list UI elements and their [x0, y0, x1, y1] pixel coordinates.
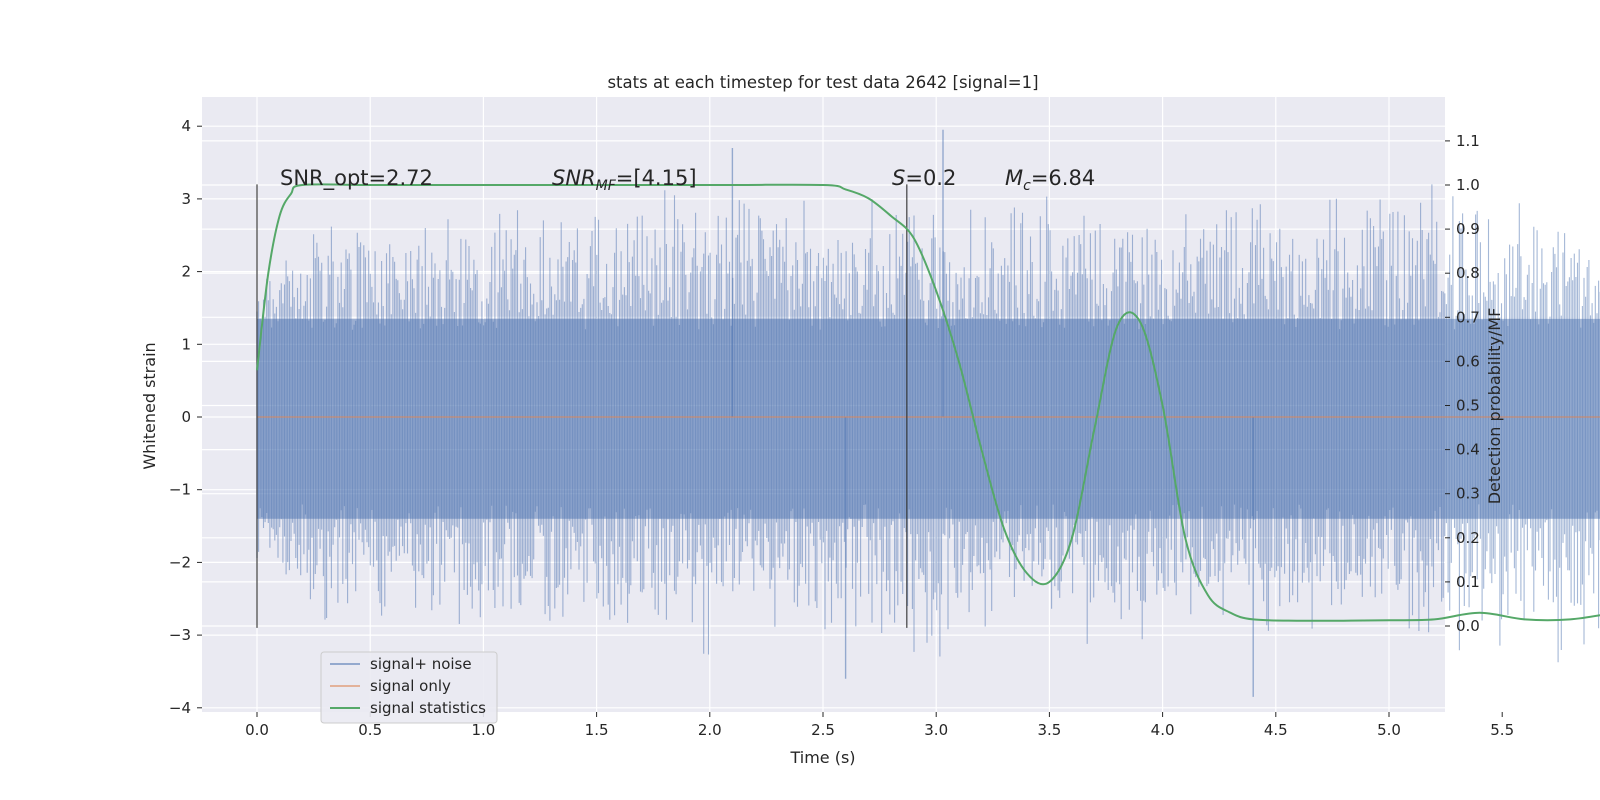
y-tick-label: 3	[181, 190, 191, 208]
annotation-s: S=0.2	[892, 166, 956, 190]
mc-subscript: c	[1023, 178, 1031, 194]
snr-mf-value: =[4.15]	[616, 166, 697, 190]
x-tick-label: 1.0	[471, 721, 495, 739]
signal-only-series	[257, 416, 1600, 418]
x-tick-label: 2.5	[811, 721, 835, 739]
y2-axis-label: Detection probability/MF	[1485, 308, 1504, 505]
x-tick-label: 5.0	[1377, 721, 1401, 739]
y-tick-label: −3	[169, 626, 191, 644]
legend: signal+ noise signal only signal statist…	[320, 651, 498, 724]
annotation-mc: Mc=6.84	[1005, 166, 1095, 194]
vertical-markers	[256, 184, 908, 628]
x-tick-label: 3.0	[924, 721, 948, 739]
legend-label-signal-statistics: signal statistics	[370, 699, 486, 717]
y2-tick-label: 0.1	[1456, 573, 1480, 591]
x-axis-ticks: 0.00.51.01.52.02.53.03.54.04.55.05.56.06…	[245, 712, 1514, 739]
y2-tick-label: 0.0	[1456, 617, 1480, 635]
y2-axis-ticks: 1.1 1.0 0.9 0.8 0.7 0.6 0.5 0.4 0.3 0.2 0.1 0.0	[1445, 132, 1480, 635]
x-axis-label: Time (s)	[789, 748, 855, 767]
mc-value: =6.84	[1031, 166, 1095, 190]
y-tick-label: 1	[181, 335, 191, 353]
x-tick-label: 0.5	[358, 721, 382, 739]
mc-label: M	[1005, 166, 1023, 190]
x-tick-label: 0.0	[245, 721, 269, 739]
y-tick-label: −2	[169, 553, 191, 571]
y2-tick-label: 0.7	[1456, 308, 1480, 326]
signal-statistics-series	[256, 183, 1600, 622]
y2-tick-label: 0.3	[1456, 485, 1480, 503]
legend-box	[320, 651, 498, 724]
annotation-snr-mf: SNRMF=[4.15]	[552, 166, 697, 194]
x-tick-label: 3.5	[1037, 721, 1061, 739]
legend-label-signal-only: signal only	[370, 677, 451, 695]
y2-tick-label: 0.8	[1456, 264, 1480, 282]
y-tick-label: −1	[169, 481, 191, 499]
s-value: =0.2	[905, 166, 956, 190]
x-tick-label: 4.5	[1264, 721, 1288, 739]
s-label: S	[892, 166, 905, 190]
y2-tick-label: 0.2	[1456, 529, 1480, 547]
snr-mf-subscript: MF	[596, 178, 617, 194]
x-tick-label: 4.0	[1151, 721, 1175, 739]
y-axis-ticks: 4 3 2 1 0 −1 −2 −3 −4	[169, 117, 202, 717]
y2-tick-label: 0.9	[1456, 220, 1480, 238]
y2-tick-label: 1.0	[1456, 176, 1480, 194]
y-tick-label: −4	[169, 699, 191, 717]
signal-noise-series	[256, 129, 1600, 697]
x-tick-label: 2.0	[698, 721, 722, 739]
annotation-snr-opt: SNR_opt=2.72	[280, 166, 433, 191]
y2-tick-label: 0.4	[1456, 441, 1480, 459]
y2-tick-label: 0.5	[1456, 397, 1480, 415]
y-tick-label: 0	[181, 408, 191, 426]
y-tick-label: 2	[181, 263, 191, 281]
chart-title: stats at each timestep for test data 264…	[607, 73, 1038, 92]
y-axis-label: Whitened strain	[140, 342, 159, 469]
legend-label-signal-noise: signal+ noise	[370, 655, 472, 673]
snr-mf-label: SNR	[552, 166, 596, 190]
noise-peaks	[731, 129, 1254, 697]
x-tick-label: 1.5	[585, 721, 609, 739]
y2-tick-label: 1.1	[1456, 132, 1480, 150]
y-tick-label: 4	[181, 117, 191, 135]
x-tick-label: 5.5	[1490, 721, 1514, 739]
signal-statistics-line	[256, 183, 1600, 622]
y2-tick-label: 0.6	[1456, 352, 1480, 370]
